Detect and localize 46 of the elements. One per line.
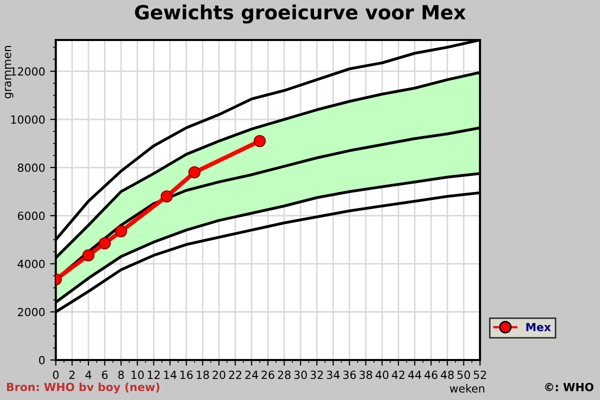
y-tick-label: 4000 bbox=[18, 260, 45, 268]
y-tick-label: 6000 bbox=[18, 212, 45, 220]
y-tick-label: 0 bbox=[39, 356, 45, 364]
text: ©: WHO bbox=[545, 382, 594, 392]
text: Bron: WHO bv boy (new) bbox=[7, 382, 160, 394]
x-tick-label: 24 bbox=[245, 370, 258, 379]
x-tick-label: 16 bbox=[180, 370, 193, 380]
x-tick-label: 20 bbox=[212, 370, 226, 380]
x-tick-label: 14 bbox=[164, 370, 176, 379]
x-tick-label: 10 bbox=[132, 370, 144, 380]
x-tick-label: 46 bbox=[424, 370, 438, 380]
y-tick-label: 10000 bbox=[11, 115, 45, 124]
point bbox=[188, 166, 201, 178]
x-tick-label: 40 bbox=[376, 370, 388, 380]
x-tick-label: 52 bbox=[474, 370, 486, 380]
x-tick-label: 28 bbox=[278, 370, 291, 380]
x-tick-label: 42 bbox=[392, 370, 404, 379]
point bbox=[160, 190, 173, 202]
x-tick-label: 2 bbox=[69, 370, 75, 379]
x-tick-label: 38 bbox=[360, 370, 372, 380]
x-tick-label: 22 bbox=[229, 370, 242, 379]
point bbox=[98, 237, 111, 250]
x-tick-label: 12 bbox=[148, 370, 160, 379]
y-tick-label: 12000 bbox=[11, 67, 45, 76]
point bbox=[254, 134, 266, 148]
x-tick-label: 0 bbox=[53, 370, 59, 380]
chart-title: Gewichts groeicurve voor Mex bbox=[135, 4, 466, 24]
x-tick-label: 34 bbox=[326, 370, 340, 380]
x-tick-label: 30 bbox=[294, 370, 307, 380]
y-tick-label: 8000 bbox=[18, 163, 45, 172]
x-tick-label: 36 bbox=[343, 370, 356, 380]
x-tick-label: 6 bbox=[102, 370, 108, 380]
y-tick-label: 2000 bbox=[18, 308, 45, 316]
x-tick-label: 4 bbox=[85, 370, 92, 379]
x-tick-label: 26 bbox=[262, 370, 274, 380]
x-tick-label: 8 bbox=[118, 370, 124, 380]
x-tick-label: 48 bbox=[440, 370, 454, 380]
x-tick-label: 50 bbox=[457, 370, 470, 380]
point bbox=[114, 225, 128, 238]
x-tick-label: 44 bbox=[408, 370, 422, 379]
x-tick-label: 18 bbox=[196, 370, 209, 380]
y-axis-title: grammen bbox=[4, 46, 14, 98]
point bbox=[82, 249, 95, 262]
x-axis-title: weken bbox=[450, 384, 484, 393]
x-tick-label: 32 bbox=[310, 370, 323, 380]
legend-label: Mex bbox=[526, 322, 551, 332]
